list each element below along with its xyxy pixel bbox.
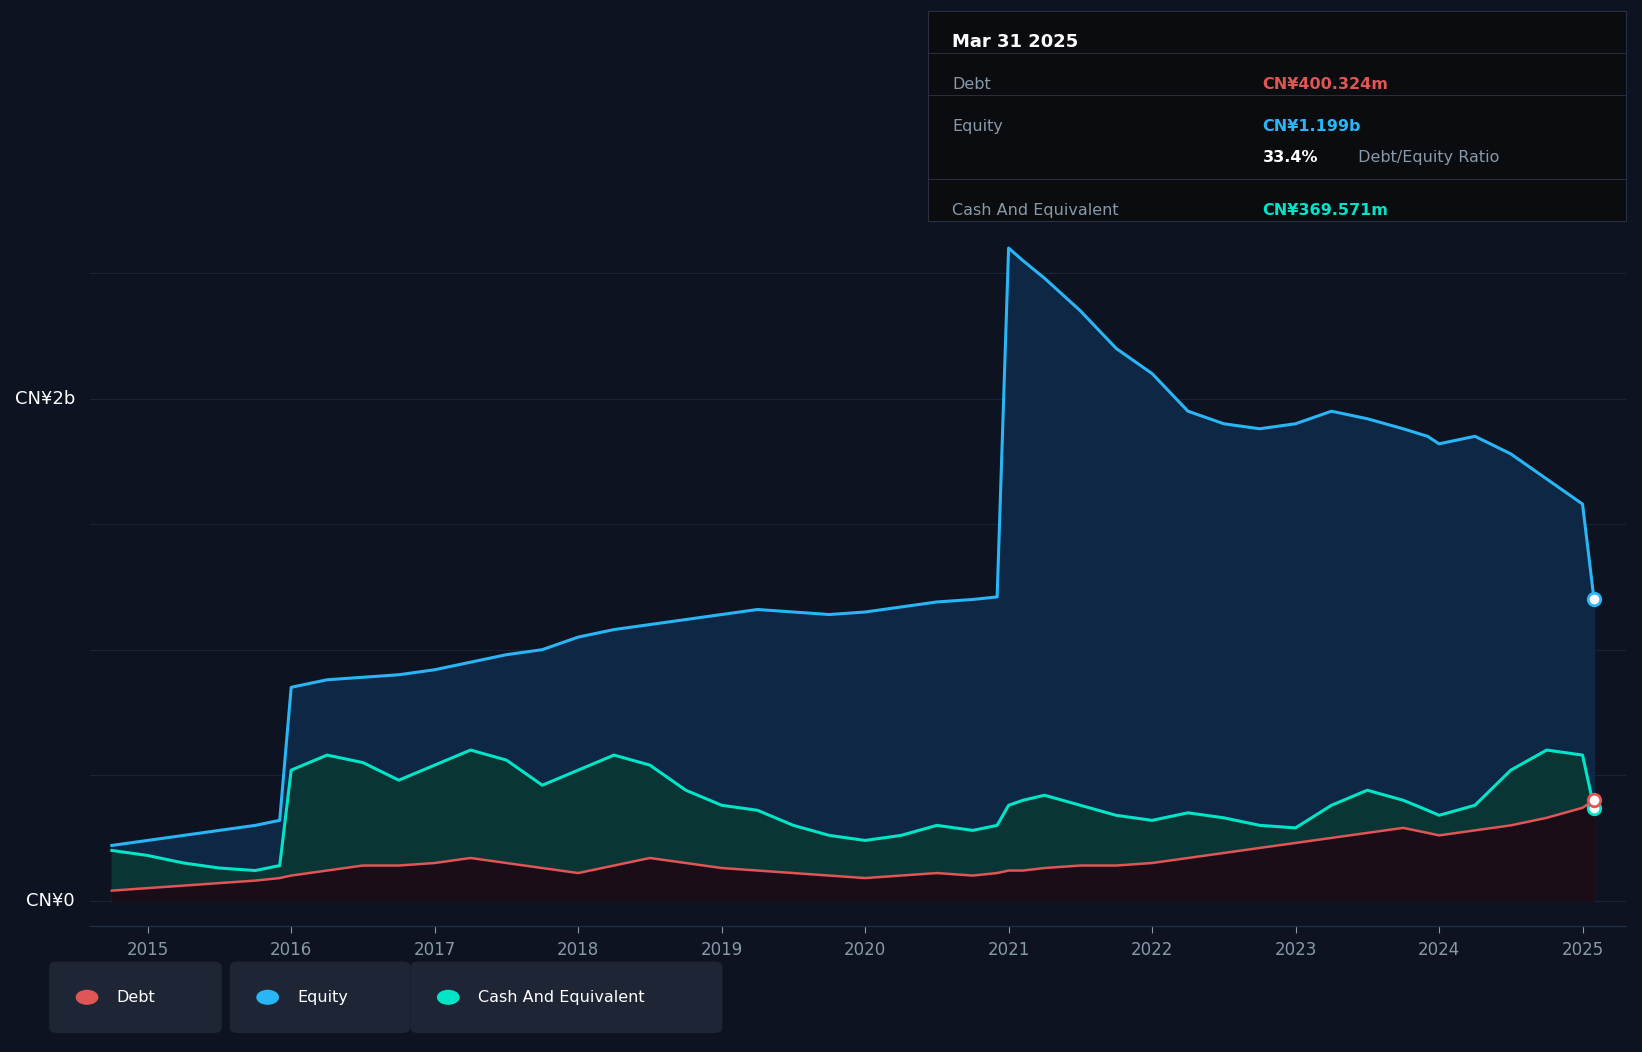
Text: Equity: Equity <box>297 990 348 1005</box>
Text: CN¥369.571m: CN¥369.571m <box>1263 203 1389 218</box>
Text: CN¥1.199b: CN¥1.199b <box>1263 119 1361 134</box>
Text: CN¥0: CN¥0 <box>26 892 76 910</box>
Text: CN¥400.324m: CN¥400.324m <box>1263 77 1389 92</box>
Text: Debt: Debt <box>952 77 992 92</box>
Text: Debt: Debt <box>117 990 156 1005</box>
Text: Debt/Equity Ratio: Debt/Equity Ratio <box>1353 150 1499 165</box>
Text: Equity: Equity <box>952 119 1003 134</box>
Text: 33.4%: 33.4% <box>1263 150 1319 165</box>
Text: Cash And Equivalent: Cash And Equivalent <box>952 203 1118 218</box>
Text: CN¥2b: CN¥2b <box>15 389 76 408</box>
Text: Mar 31 2025: Mar 31 2025 <box>952 33 1079 52</box>
Text: Cash And Equivalent: Cash And Equivalent <box>478 990 644 1005</box>
